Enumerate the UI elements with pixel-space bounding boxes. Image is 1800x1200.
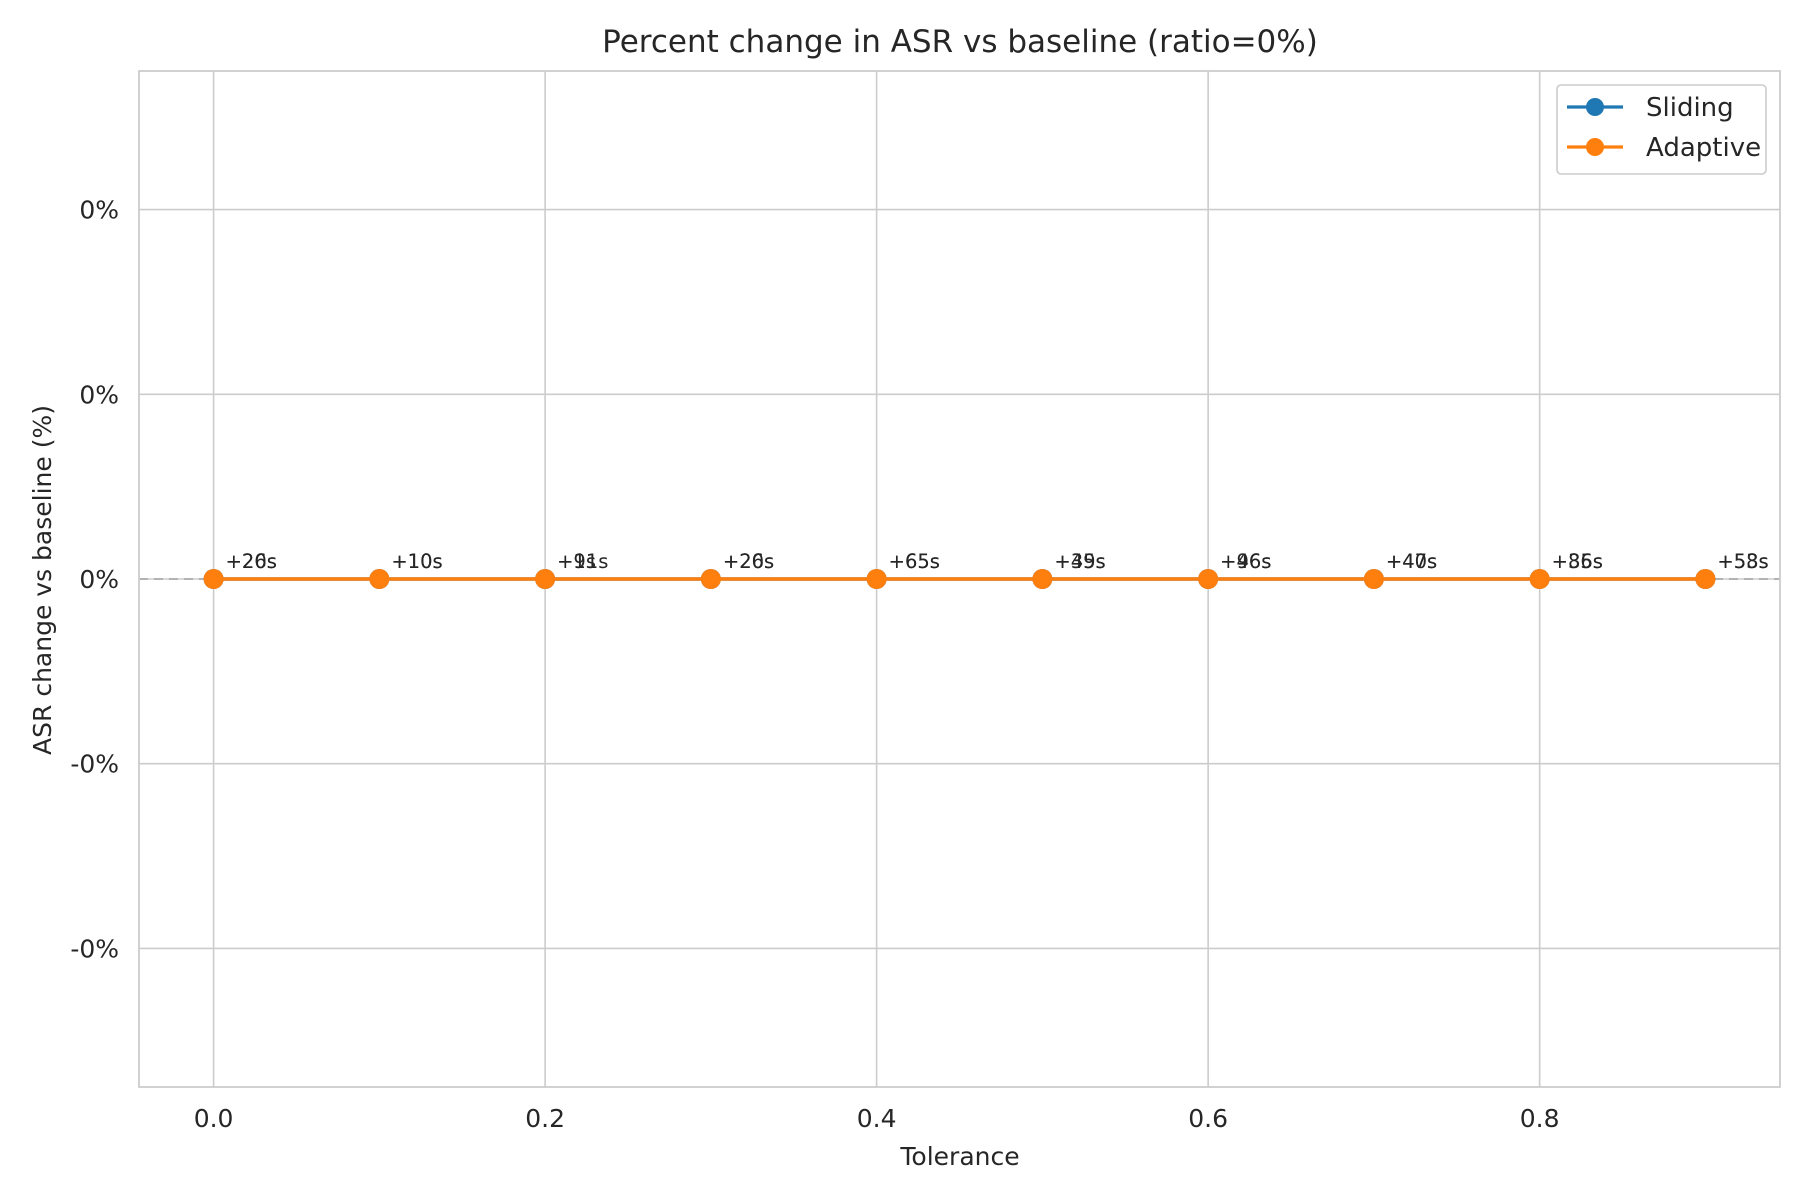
x-tick-label: 0.2 xyxy=(525,1104,565,1133)
data-point-adaptive xyxy=(1198,569,1219,589)
data-point-adaptive xyxy=(369,569,390,589)
annotation-sliding: +96s xyxy=(1220,550,1271,573)
data-point-adaptive xyxy=(866,569,887,589)
annotation-adaptive: +10s xyxy=(391,550,442,573)
y-axis-label: ASR change vs baseline (%) xyxy=(28,405,57,755)
annotation-sliding: +47s xyxy=(1386,550,1437,573)
x-tick-label: 0.4 xyxy=(857,1104,897,1133)
annotation-adaptive: +20s xyxy=(723,550,774,573)
legend-marker-adaptive xyxy=(1586,138,1604,156)
series-layer xyxy=(203,569,1716,589)
annotation-sliding: +58s xyxy=(1717,550,1768,573)
annotation-layer: +20s +10s +9s +26s +65s +49s +96s +47s +86s +58s+… xyxy=(226,550,1769,573)
annotation-adaptive: +35s xyxy=(1054,550,1105,573)
annotation-sliding: +9s xyxy=(557,550,596,573)
chart-title: Percent change in ASR vs baseline (ratio… xyxy=(602,24,1318,60)
legend-label-adaptive: Adaptive xyxy=(1646,133,1761,163)
tick-label-layer: 0.0 0.2 0.4 0.6 0.8 0% 0% 0% -0% -0% xyxy=(70,196,1559,1133)
annotation-sliding: +65s xyxy=(889,550,940,573)
data-point-adaptive xyxy=(203,569,224,589)
data-point-adaptive xyxy=(1695,569,1716,589)
annotation-adaptive: +40s xyxy=(1386,550,1437,573)
annotation-sliding: +10s xyxy=(391,550,442,573)
legend-label-sliding: Sliding xyxy=(1646,93,1734,123)
annotation-adaptive: +53s xyxy=(1717,550,1768,573)
annotation-adaptive: +46s xyxy=(1220,550,1271,573)
data-point-adaptive xyxy=(535,569,556,589)
annotation-sliding: +26s xyxy=(723,550,774,573)
data-point-adaptive xyxy=(700,569,721,589)
y-tick-label: 0% xyxy=(79,565,119,594)
x-tick-label: 0.8 xyxy=(1520,1104,1560,1133)
plot-area xyxy=(138,70,1781,1088)
y-tick-label: -0% xyxy=(70,934,119,963)
legend-marker-sliding xyxy=(1586,98,1604,116)
annotation-adaptive: +11s xyxy=(557,550,608,573)
x-tick-label: 0.6 xyxy=(1188,1104,1228,1133)
x-tick-label: 0.0 xyxy=(194,1104,234,1133)
data-point-adaptive xyxy=(1363,569,1384,589)
x-axis-label: Tolerance xyxy=(899,1142,1019,1171)
y-tick-label: -0% xyxy=(70,750,119,779)
data-point-adaptive xyxy=(1032,569,1053,589)
annotation-adaptive: +26s xyxy=(226,550,277,573)
legend-entry-adaptive: Adaptive xyxy=(1567,133,1761,163)
annotation-sliding: +20s xyxy=(226,550,277,573)
annotation-adaptive: +65s xyxy=(889,550,940,573)
legend: Sliding Adaptive xyxy=(1556,84,1767,175)
annotation-adaptive: +35s xyxy=(1552,550,1603,573)
data-point-adaptive xyxy=(1529,569,1550,589)
y-tick-label: 0% xyxy=(79,196,119,225)
annotation-sliding: +49s xyxy=(1054,550,1105,573)
y-tick-label: 0% xyxy=(79,380,119,409)
legend-entry-sliding: Sliding xyxy=(1567,93,1734,123)
annotation-sliding: +86s xyxy=(1552,550,1603,573)
